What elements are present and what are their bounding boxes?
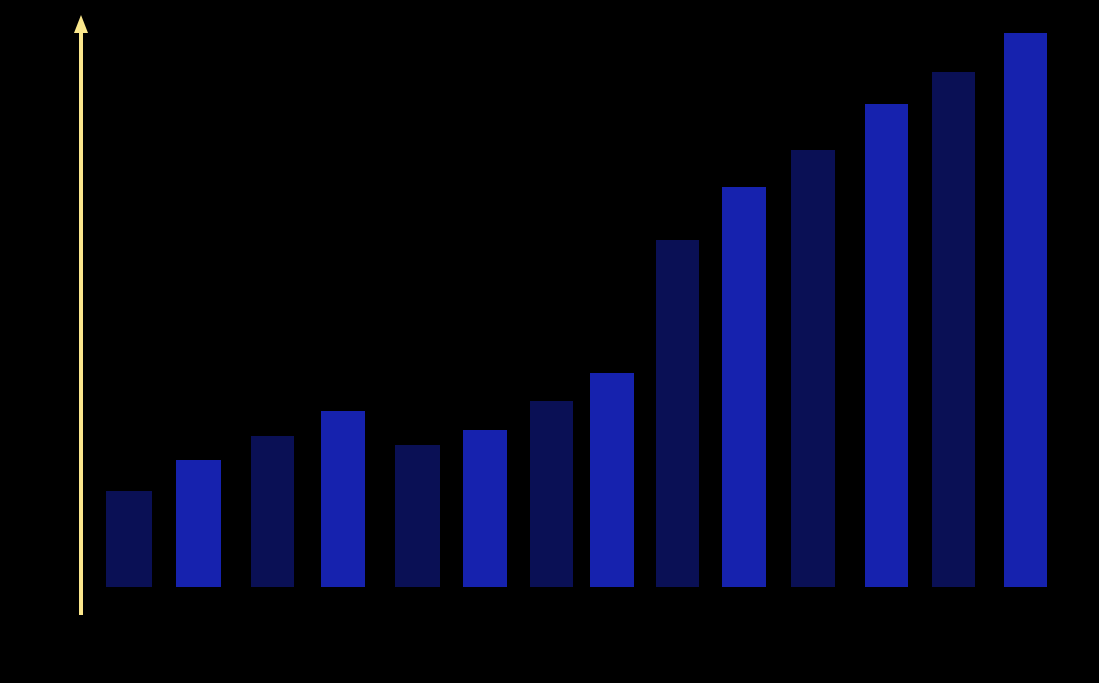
y-axis-arrowhead-icon	[74, 15, 88, 33]
bar	[395, 445, 440, 587]
bar	[321, 411, 365, 587]
bar	[932, 72, 975, 587]
bar	[791, 150, 835, 587]
bar	[530, 401, 573, 587]
y-axis-line	[79, 27, 83, 615]
bar	[865, 104, 908, 587]
bar	[722, 187, 766, 587]
bar	[106, 491, 152, 587]
bar	[251, 436, 294, 587]
bar	[176, 460, 221, 587]
bar	[463, 430, 507, 587]
bar	[1004, 33, 1047, 587]
y-axis-arrow	[74, 15, 88, 615]
bar	[656, 240, 699, 587]
bar	[590, 373, 634, 587]
